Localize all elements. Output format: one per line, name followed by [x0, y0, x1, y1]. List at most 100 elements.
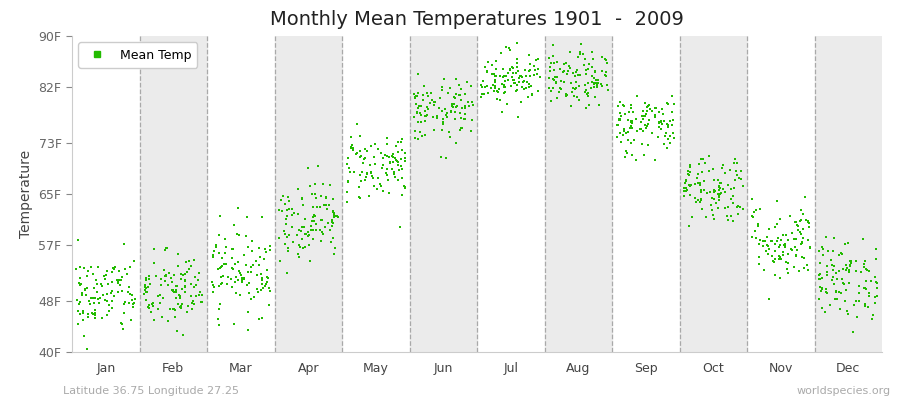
Point — [533, 74, 547, 80]
Point — [489, 58, 503, 64]
Point — [139, 297, 153, 303]
Point — [280, 270, 294, 276]
Point — [384, 166, 399, 172]
Point — [450, 103, 464, 109]
Point — [507, 77, 521, 84]
Point — [788, 253, 803, 260]
Point — [798, 194, 813, 200]
Point — [391, 149, 405, 156]
Point — [760, 251, 775, 257]
Point — [141, 284, 156, 290]
Point — [517, 86, 531, 92]
Point — [171, 262, 185, 269]
Point — [842, 269, 857, 275]
Point — [781, 251, 796, 257]
Point — [231, 259, 246, 265]
Point — [394, 139, 409, 145]
Point — [125, 297, 140, 304]
Point — [815, 284, 830, 291]
Point — [216, 273, 230, 279]
Point — [500, 77, 515, 83]
Point — [395, 166, 410, 173]
Point — [546, 60, 561, 66]
Point — [281, 194, 295, 200]
Point — [564, 103, 579, 109]
Point — [645, 130, 660, 137]
Point — [491, 88, 505, 94]
Point — [557, 61, 572, 67]
Point — [227, 222, 241, 228]
Point — [382, 154, 396, 160]
Point — [474, 94, 489, 100]
Point — [778, 242, 792, 248]
Point — [812, 276, 826, 282]
Point — [814, 288, 828, 295]
Point — [118, 299, 132, 306]
Point — [206, 282, 220, 288]
Point — [694, 156, 708, 162]
Point — [78, 286, 93, 292]
Point — [223, 276, 238, 282]
Point — [800, 262, 814, 268]
Point — [240, 282, 255, 288]
Point — [354, 178, 368, 184]
Point — [262, 302, 276, 309]
Point — [256, 285, 270, 291]
Point — [689, 175, 704, 181]
Point — [381, 177, 395, 184]
Point — [634, 126, 648, 132]
Point — [395, 146, 410, 153]
Point — [515, 84, 529, 90]
Point — [510, 64, 525, 70]
Point — [621, 136, 635, 143]
Point — [235, 275, 249, 281]
Point — [829, 289, 843, 296]
Point — [447, 116, 462, 122]
Point — [325, 219, 339, 225]
Point — [699, 214, 714, 220]
Point — [638, 122, 652, 128]
Point — [280, 207, 294, 214]
Point — [174, 305, 188, 312]
Point — [184, 306, 199, 312]
Point — [777, 242, 791, 248]
Point — [410, 109, 425, 116]
Point — [240, 268, 255, 275]
Point — [731, 211, 745, 218]
Point — [278, 201, 293, 208]
Point — [231, 268, 246, 274]
Point — [478, 64, 492, 70]
Point — [589, 77, 603, 83]
Point — [725, 218, 740, 224]
Point — [449, 104, 464, 110]
Point — [666, 130, 680, 136]
Point — [772, 275, 787, 282]
Point — [219, 244, 233, 250]
Bar — [544, 36, 612, 352]
Point — [492, 86, 507, 93]
Point — [613, 110, 627, 116]
Point — [441, 90, 455, 96]
Point — [839, 261, 853, 268]
Point — [272, 206, 286, 213]
Point — [146, 303, 160, 310]
Point — [380, 172, 394, 178]
Point — [706, 188, 721, 195]
Point — [104, 290, 119, 296]
Point — [349, 151, 364, 158]
Point — [585, 79, 599, 85]
Point — [309, 195, 323, 201]
Point — [391, 162, 405, 168]
Point — [86, 311, 101, 317]
Point — [366, 183, 381, 189]
Point — [171, 291, 185, 298]
Point — [783, 212, 797, 219]
Point — [73, 298, 87, 305]
Point — [439, 112, 454, 118]
Point — [251, 316, 266, 322]
Point — [662, 118, 677, 124]
Point — [391, 159, 405, 166]
Point — [729, 172, 743, 178]
Point — [106, 265, 121, 272]
Point — [728, 156, 742, 162]
